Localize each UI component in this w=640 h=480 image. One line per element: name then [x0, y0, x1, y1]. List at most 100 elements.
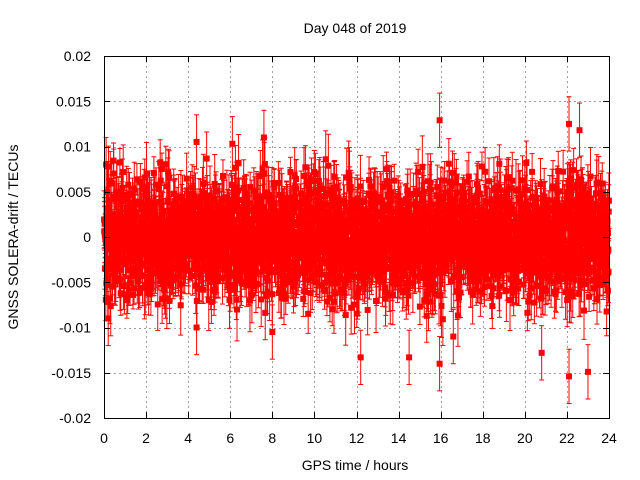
- data-point: [121, 291, 128, 298]
- data-point: [275, 263, 282, 270]
- data-point: [257, 173, 264, 180]
- data-point: [217, 257, 224, 264]
- data-point: [165, 171, 172, 178]
- data-point: [288, 269, 295, 276]
- data-point: [102, 228, 109, 235]
- data-point: [182, 261, 189, 268]
- data-point: [112, 275, 119, 282]
- data-point: [290, 239, 297, 246]
- data-point: [183, 175, 190, 182]
- data-point: [304, 178, 311, 185]
- data-point: [111, 193, 118, 200]
- data-point: [150, 209, 157, 216]
- data-point: [291, 172, 298, 179]
- data-point: [261, 170, 268, 177]
- data-point: [158, 165, 165, 172]
- data-point: [200, 260, 207, 267]
- data-point: [163, 264, 170, 271]
- data-point: [212, 265, 219, 272]
- data-point: [192, 199, 199, 206]
- data-point: [280, 255, 287, 262]
- data-point: [130, 291, 137, 298]
- data-point: [166, 174, 173, 181]
- data-point: [145, 267, 152, 274]
- data-point: [226, 213, 233, 220]
- data-point: [318, 282, 325, 289]
- data-point: [231, 282, 238, 289]
- data-point: [245, 215, 252, 222]
- data-point: [306, 187, 313, 194]
- data-point: [310, 178, 317, 185]
- data-point: [155, 186, 162, 193]
- data-point: [232, 277, 239, 284]
- data-point: [258, 296, 265, 303]
- data-point: [167, 207, 174, 214]
- data-point: [168, 211, 175, 218]
- data-point: [129, 273, 136, 280]
- data-point: [275, 289, 282, 296]
- data-point: [289, 278, 296, 285]
- data-point: [300, 295, 307, 302]
- data-point: [285, 273, 292, 280]
- data-point: [172, 197, 179, 204]
- data-point: [116, 159, 123, 166]
- data-point: [130, 222, 137, 229]
- data-point: [229, 207, 236, 214]
- data-point: [290, 283, 297, 290]
- data-point: [177, 302, 184, 309]
- data-point: [154, 216, 161, 223]
- data-point: [245, 253, 252, 260]
- data-point: [271, 182, 278, 189]
- data-point: [263, 255, 270, 262]
- data-point: [136, 289, 143, 296]
- data-point: [280, 290, 287, 297]
- data-point: [252, 244, 259, 251]
- data-point: [263, 293, 270, 300]
- data-point: [300, 235, 307, 242]
- data-point: [125, 287, 132, 294]
- data-point: [232, 236, 239, 243]
- data-point: [163, 183, 170, 190]
- data-point: [316, 264, 323, 271]
- data-point: [130, 258, 137, 265]
- data-point: [278, 295, 285, 302]
- data-point: [197, 251, 204, 258]
- data-point: [251, 264, 258, 271]
- data-point: [309, 210, 316, 217]
- data-point: [201, 190, 208, 197]
- data-point: [293, 185, 300, 192]
- data-point: [251, 212, 258, 219]
- data-point: [208, 298, 215, 305]
- data-point: [139, 260, 146, 267]
- data-point: [305, 310, 312, 317]
- data-point: [243, 277, 250, 284]
- data-point: [292, 194, 299, 201]
- data-point: [304, 276, 311, 283]
- data-point: [147, 274, 154, 281]
- data-point: [167, 260, 174, 267]
- data-point: [135, 254, 142, 261]
- data-point: [234, 306, 241, 313]
- data-point: [120, 169, 127, 176]
- data-point: [247, 184, 254, 191]
- data-point: [195, 285, 202, 292]
- data-point: [199, 265, 206, 272]
- data-point: [107, 295, 114, 302]
- data-point: [302, 216, 309, 223]
- data-point: [172, 275, 179, 282]
- data-point: [191, 193, 198, 200]
- data-point: [133, 176, 140, 183]
- data-point: [246, 297, 253, 304]
- data-point: [215, 278, 222, 285]
- data-point: [141, 185, 148, 192]
- data-point: [240, 185, 247, 192]
- data-point: [137, 199, 144, 206]
- data-point: [148, 249, 155, 256]
- data-point: [150, 169, 157, 176]
- data-point: [315, 177, 322, 184]
- data-point: [293, 202, 300, 209]
- data-point: [131, 285, 138, 292]
- data-point: [126, 191, 133, 198]
- data-point: [198, 255, 205, 262]
